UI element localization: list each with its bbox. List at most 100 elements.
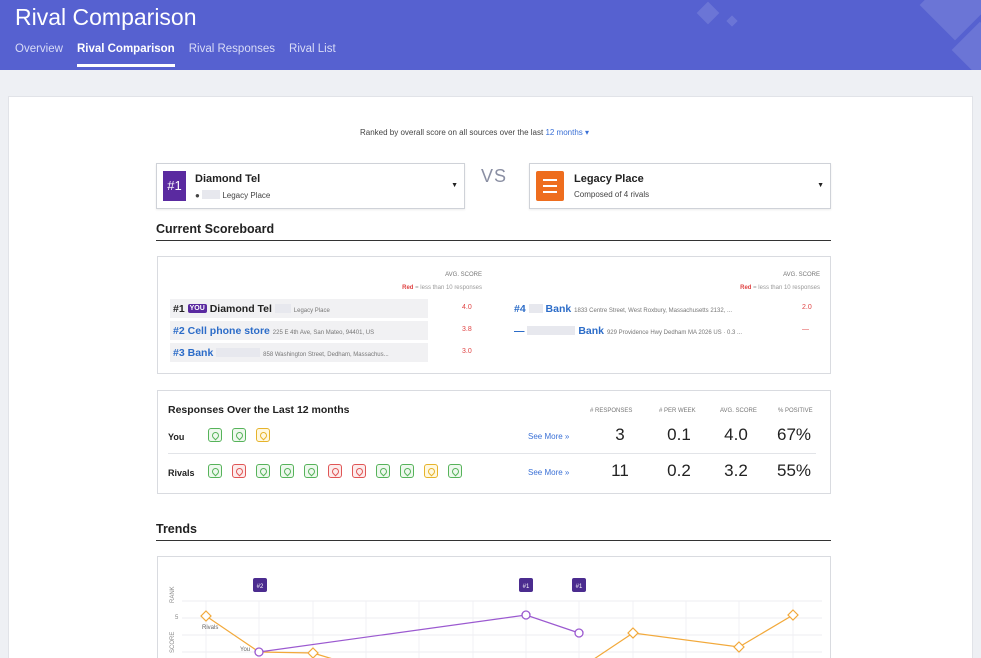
row-name: Bank: [578, 325, 605, 337]
nav-tabs: Overview Rival Comparison Rival Response…: [15, 43, 350, 67]
you-avg-score-value: 4.0: [724, 425, 748, 444]
right-rival-name: Legacy Place: [574, 173, 644, 185]
row-rank: #2: [173, 325, 185, 337]
responses-box: Responses Over the Last 12 months # RESP…: [157, 390, 831, 494]
right-rival-sub: Composed of 4 rivals: [574, 190, 650, 199]
review-pin-icon[interactable]: [448, 464, 462, 478]
red-legend: Red = less than 10 responses: [698, 285, 820, 291]
rivals-responses-value: 11: [611, 461, 629, 480]
red-word: Red: [740, 285, 752, 291]
review-pin-icon[interactable]: [424, 464, 438, 478]
left-rival-location: ● Legacy Place: [195, 190, 270, 200]
redacted-block: [202, 190, 221, 199]
scoreboard-row[interactable]: — Bank 929 Providence Hwy Dedham MA 2026…: [510, 321, 809, 340]
review-pin-icon[interactable]: [352, 464, 366, 478]
row-label: #2 Cell phone store 225 E 4th Ave, San M…: [173, 325, 374, 337]
trends-chart-box: RANK SCORE 5 Rivals You #2 #1 #1: [157, 556, 831, 658]
responses-title: Responses Over the Last 12 months: [168, 404, 350, 416]
rivals-per-week-value: 0.2: [667, 461, 691, 480]
trends-heading: Trends: [156, 522, 831, 541]
avg-score-header: AVG. SCORE: [783, 272, 820, 278]
ranked-note: Ranked by overall score on all sources o…: [360, 128, 589, 137]
row-name: Bank: [187, 347, 214, 359]
row-rank: #1: [173, 303, 185, 315]
ranked-text: Ranked by overall score on all sources o…: [360, 128, 544, 137]
rivals-label: Rivals: [168, 468, 195, 478]
row-address: 929 Providence Hwy Dedham MA 2026 US · 0…: [606, 330, 743, 336]
row-rank: #4: [514, 303, 526, 315]
review-pin-icon[interactable]: [232, 464, 246, 478]
redacted-block: [274, 304, 291, 313]
right-rival-select[interactable]: Legacy Place Composed of 4 rivals ▼: [529, 163, 831, 209]
left-rival-select[interactable]: #1 Diamond Tel ● Legacy Place ▼: [156, 163, 465, 209]
row-rank: #3: [173, 347, 185, 359]
rank-badge-text: #1: [576, 584, 583, 590]
tab-rival-responses[interactable]: Rival Responses: [188, 43, 276, 55]
rank-badge: #1: [163, 171, 186, 201]
page-title: Rival Comparison: [15, 4, 197, 30]
left-rival-name: Diamond Tel: [195, 173, 261, 185]
avg-score-header: AVG. SCORE: [445, 272, 482, 278]
review-pin-icon[interactable]: [304, 464, 318, 478]
col-avg-score: AVG. SCORE: [720, 408, 757, 414]
row-address: 1833 Centre Street, West Roxbury, Massac…: [574, 308, 732, 314]
row-address: 225 E 4th Ave, San Mateo, 94401, US: [272, 330, 375, 336]
period-dropdown[interactable]: 12 months ▾: [545, 128, 590, 137]
location-pin-icon: ●: [195, 191, 200, 200]
col-positive: % POSITIVE: [778, 408, 813, 414]
you-series-label: You: [240, 647, 250, 653]
you-response-icons: [208, 428, 280, 442]
review-pin-icon[interactable]: [328, 464, 342, 478]
review-pin-icon[interactable]: [208, 464, 222, 478]
see-more-rivals-link[interactable]: See More »: [528, 468, 570, 477]
scoreboard-row[interactable]: #3 Bank 858 Washington Street, Dedham, M…: [170, 343, 472, 362]
row-rank: —: [514, 325, 525, 337]
redacted-block: [527, 326, 576, 335]
vs-label: VS: [481, 166, 508, 186]
you-responses-value: 3: [615, 425, 625, 444]
review-pin-icon[interactable]: [256, 428, 270, 442]
rank-axis-label: RANK: [170, 586, 176, 603]
rivals-avg-score-value: 3.2: [724, 461, 748, 480]
chevron-down-icon: ▼: [817, 182, 824, 189]
scoreboard-row[interactable]: #1 YOU Diamond Tel Legacy Place 4.0: [170, 299, 472, 318]
you-label: You: [168, 432, 185, 442]
grid-verticals: [205, 601, 794, 658]
scoreboard-row[interactable]: #2 Cell phone store 225 E 4th Ave, San M…: [170, 321, 472, 340]
rank-badge-marker: [253, 578, 267, 592]
row-score: 3.8: [462, 326, 472, 333]
y-tick-label: 5: [175, 615, 179, 621]
row-score: 4.0: [462, 304, 472, 311]
review-pin-icon[interactable]: [256, 464, 270, 478]
chevron-down-icon: ▼: [451, 182, 458, 189]
row-name: Diamond Tel: [209, 303, 272, 315]
see-more-you-link[interactable]: See More »: [528, 432, 570, 441]
review-pin-icon[interactable]: [232, 428, 246, 442]
red-word: Red: [402, 285, 414, 291]
row-label: #4 Bank 1833 Centre Street, West Roxbury…: [514, 303, 732, 315]
tab-rival-list[interactable]: Rival List: [289, 43, 336, 55]
app-header: Rival Comparison Overview Rival Comparis…: [0, 0, 981, 70]
review-pin-icon[interactable]: [400, 464, 414, 478]
review-pin-icon[interactable]: [280, 464, 294, 478]
rank-badge-text: #2: [257, 584, 264, 590]
header-decoration: [726, 15, 738, 27]
red-legend: Red = less than 10 responses: [358, 285, 482, 291]
tab-rival-comparison[interactable]: Rival Comparison: [76, 43, 175, 67]
scoreboard-row[interactable]: #4 Bank 1833 Centre Street, West Roxbury…: [510, 299, 812, 318]
redacted-block: [216, 348, 261, 357]
row-address: 858 Washington Street, Dedham, Massachus…: [263, 352, 389, 358]
rank-badge-text: #1: [523, 584, 530, 590]
row-label: #1 YOU Diamond Tel Legacy Place: [173, 303, 330, 315]
row-name: Cell phone store: [187, 325, 270, 337]
rank-badge-marker: [572, 578, 586, 592]
list-icon: [536, 171, 564, 201]
redacted-block: [528, 304, 543, 313]
review-pin-icon[interactable]: [208, 428, 222, 442]
review-pin-icon[interactable]: [376, 464, 390, 478]
row-score: 3.0: [462, 348, 472, 355]
rival-response-icons: [208, 464, 472, 478]
row-score: —: [802, 326, 809, 333]
tab-overview[interactable]: Overview: [15, 43, 63, 55]
rivals-points: [200, 609, 799, 658]
